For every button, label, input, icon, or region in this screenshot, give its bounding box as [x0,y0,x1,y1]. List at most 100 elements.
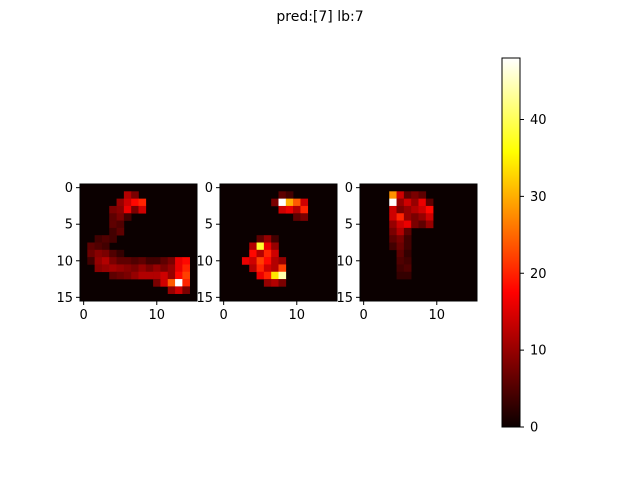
heatmap-cell [153,279,161,287]
y-tick-label: 5 [205,218,213,233]
heatmap-cell [182,286,190,294]
heatmap-cell [271,271,279,280]
heatmap-cell [160,264,169,273]
heatmap-cell [175,264,183,273]
heatmap-cell [153,271,161,280]
y-tick-label: 15 [336,291,353,306]
heatmap-cell [153,257,161,265]
y-tick-label: 0 [345,181,353,196]
heatmap-cell [94,249,103,258]
heatmap-cell [403,242,412,251]
heatmap-cell [396,235,405,243]
heatmap-cell [123,213,132,221]
heatmap-cell [160,271,169,280]
heatmap-cell [123,205,132,214]
heatmap-cell [109,205,117,214]
heatmap-cell [182,257,190,265]
heatmap-cell [425,220,434,229]
heatmap-cell [167,271,176,280]
heatmap-cell [116,205,125,214]
heatmap-cell [425,213,434,221]
heatmap-cell [396,213,405,221]
y-tick-label: 15 [196,291,213,306]
heatmap-cell [138,257,147,265]
heatmap-cell [182,264,190,273]
heatmap-cell [116,198,125,207]
heatmap-cell [123,198,132,207]
heatmap-cell [249,264,257,273]
heatmap-cell [116,264,125,273]
heatmap-cell [145,257,154,265]
heatmap-cell [396,271,405,280]
heatmap-cell [396,257,405,265]
heatmap-cell [300,205,309,214]
heatmap-cell [300,198,309,207]
heatmap-cell [109,249,117,258]
heatmap-cell [109,257,117,265]
heatmap-cell [403,271,412,280]
heatmap-cell [101,242,110,251]
heatmap-cell [271,264,279,273]
heatmap-cell [293,198,301,207]
heatmap-cell [167,286,176,294]
heatmap-cell [123,264,132,273]
heatmap-cell [278,264,287,273]
heatmap-cell [300,213,309,221]
heatmap-cell [403,220,412,229]
heatmap-cell [411,220,419,229]
heatmap-cell [175,257,183,265]
heatmap-cell [285,205,294,214]
x-tick-label: 10 [149,308,166,323]
heatmap-cell [403,213,412,221]
heatmap-cell [263,235,272,243]
heatmap-cell [411,205,419,214]
heatmap-cell [396,198,405,207]
heatmap-cell [249,257,257,265]
heatmap-cell [271,279,279,287]
colorbar-tick-label: 20 [530,267,547,282]
heatmap-cell [256,235,265,243]
heatmap-cell [87,249,95,258]
x-tick-label: 0 [80,308,88,323]
x-tick-label: 0 [220,308,228,323]
heatmap-cell [123,271,132,280]
heatmap-cell [116,220,125,229]
heatmap-cell [403,264,412,273]
heatmap-cell [175,279,183,287]
x-tick-label: 0 [360,308,368,323]
heatmap-cell [160,257,169,265]
heatmap-cell [389,191,397,199]
heatmap-cell [271,249,279,258]
y-tick-label: 0 [65,181,73,196]
heatmap-cell [145,271,154,280]
heatmap-cell [403,235,412,243]
heatmap-cell [278,191,287,199]
colorbar-gradient [502,58,520,427]
heatmap-cell [293,213,301,221]
heatmap-cell [418,220,427,229]
heatmap-cell [263,264,272,273]
heatmap-cell [403,198,412,207]
heatmap-panel: 0 10 0 5 10 15 [196,181,338,323]
heatmap-cell [249,249,257,258]
heatmap-cell [87,242,95,251]
heatmap-cell [396,227,405,236]
heatmap-cell [131,264,139,273]
heatmap-cell [278,257,287,265]
heatmap-cell [256,264,265,273]
heatmap-cell [256,271,265,280]
heatmap-cell [389,220,397,229]
y-tick-label: 15 [56,291,73,306]
heatmap-panel: 0 10 0 5 10 15 [336,181,478,323]
colorbar-tick-label: 30 [530,190,547,205]
heatmap-cell [418,198,427,207]
heatmap-cell [271,257,279,265]
heatmap-cell [389,235,397,243]
heatmap-cell [123,191,132,199]
heatmap-cell [87,257,95,265]
panel-frame [359,183,478,302]
heatmap-cell [167,257,176,265]
heatmap-cell [396,264,405,273]
heatmap-cell [131,257,139,265]
heatmap-cell [94,235,103,243]
